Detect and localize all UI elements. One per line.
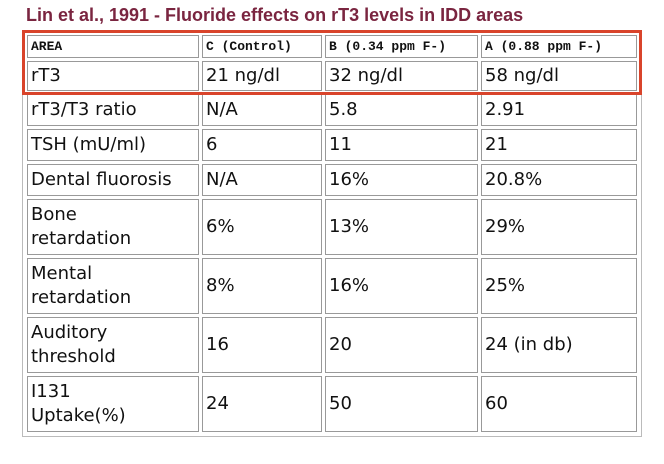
header-cell: C (Control) (202, 35, 322, 58)
table-cell: N/A (202, 94, 322, 126)
table-row: Bone retardation 6% 13% 29% (27, 199, 637, 255)
table-cell: 60 (481, 376, 637, 432)
title: Lin et al., 1991 - Fluoride effects on r… (26, 5, 524, 25)
table-cell: 20.8% (481, 164, 637, 196)
table-cell: 8% (202, 258, 322, 314)
row-label: Mental retardation (27, 258, 199, 314)
row-label: rT3 (27, 61, 199, 91)
table-cell: 32 ng/dl (325, 61, 478, 91)
table-row: Mental retardation 8% 16% 25% (27, 258, 637, 314)
table-row: rT3 21 ng/dl 32 ng/dl 58 ng/dl (27, 61, 637, 91)
header-row: AREA C (Control) B (0.34 ppm F-) A (0.88… (27, 35, 637, 58)
table-cell: 16% (325, 258, 478, 314)
table-row: Dental fluorosis N/A 16% 20.8% (27, 164, 637, 196)
row-label: I131 Uptake(%) (27, 376, 199, 432)
row-label: Auditory threshold (27, 317, 199, 373)
table-row: rT3/T3 ratio N/A 5.8 2.91 (27, 94, 637, 126)
table-cell: 16 (202, 317, 322, 373)
table-cell: 21 (481, 129, 637, 161)
table-cell: 11 (325, 129, 478, 161)
table-cell: 16% (325, 164, 478, 196)
table-cell: 24 (202, 376, 322, 432)
row-label: TSH (mU/ml) (27, 129, 199, 161)
table-cell: 25% (481, 258, 637, 314)
table-frame: AREA C (Control) B (0.34 ppm F-) A (0.88… (22, 30, 642, 437)
row-label: rT3/T3 ratio (27, 94, 199, 126)
table-cell: 6 (202, 129, 322, 161)
table-cell: 58 ng/dl (481, 61, 637, 91)
table-cell: 6% (202, 199, 322, 255)
table-cell: 50 (325, 376, 478, 432)
table-row: Auditory threshold 16 20 24 (in db) (27, 317, 637, 373)
table-cell: 5.8 (325, 94, 478, 126)
table-cell: 21 ng/dl (202, 61, 322, 91)
row-label: Bone retardation (27, 199, 199, 255)
table-cell: 20 (325, 317, 478, 373)
table-cell: 24 (in db) (481, 317, 637, 373)
data-table: AREA C (Control) B (0.34 ppm F-) A (0.88… (24, 32, 640, 435)
row-label: Dental fluorosis (27, 164, 199, 196)
header-cell: A (0.88 ppm F-) (481, 35, 637, 58)
header-cell: B (0.34 ppm F-) (325, 35, 478, 58)
table-row: I131 Uptake(%) 24 50 60 (27, 376, 637, 432)
table-row: TSH (mU/ml) 6 11 21 (27, 129, 637, 161)
table-cell: 13% (325, 199, 478, 255)
table-cell: 29% (481, 199, 637, 255)
header-cell: AREA (27, 35, 199, 58)
table-cell: 2.91 (481, 94, 637, 126)
table-cell: N/A (202, 164, 322, 196)
